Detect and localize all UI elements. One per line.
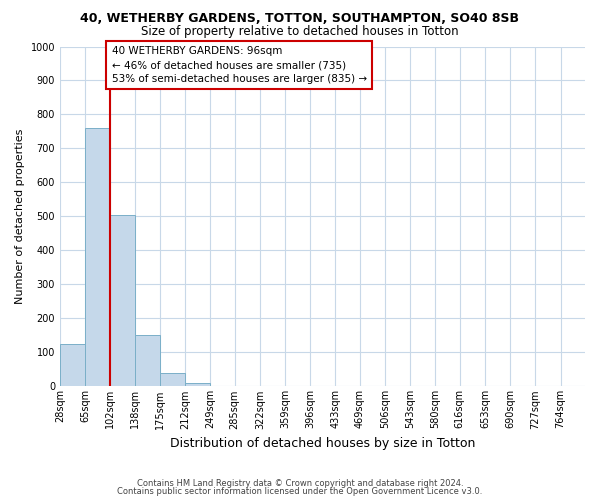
Bar xyxy=(135,336,160,386)
Text: Contains public sector information licensed under the Open Government Licence v3: Contains public sector information licen… xyxy=(118,487,482,496)
Text: Contains HM Land Registry data © Crown copyright and database right 2024.: Contains HM Land Registry data © Crown c… xyxy=(137,478,463,488)
Y-axis label: Number of detached properties: Number of detached properties xyxy=(15,129,25,304)
Bar xyxy=(185,383,210,386)
Bar xyxy=(160,373,185,386)
X-axis label: Distribution of detached houses by size in Totton: Distribution of detached houses by size … xyxy=(170,437,475,450)
Text: 40 WETHERBY GARDENS: 96sqm
← 46% of detached houses are smaller (735)
53% of sem: 40 WETHERBY GARDENS: 96sqm ← 46% of deta… xyxy=(112,46,367,84)
Text: 40, WETHERBY GARDENS, TOTTON, SOUTHAMPTON, SO40 8SB: 40, WETHERBY GARDENS, TOTTON, SOUTHAMPTO… xyxy=(80,12,520,26)
Bar xyxy=(85,128,110,386)
Bar xyxy=(110,214,134,386)
Bar xyxy=(60,344,85,387)
Text: Size of property relative to detached houses in Totton: Size of property relative to detached ho… xyxy=(141,25,459,38)
